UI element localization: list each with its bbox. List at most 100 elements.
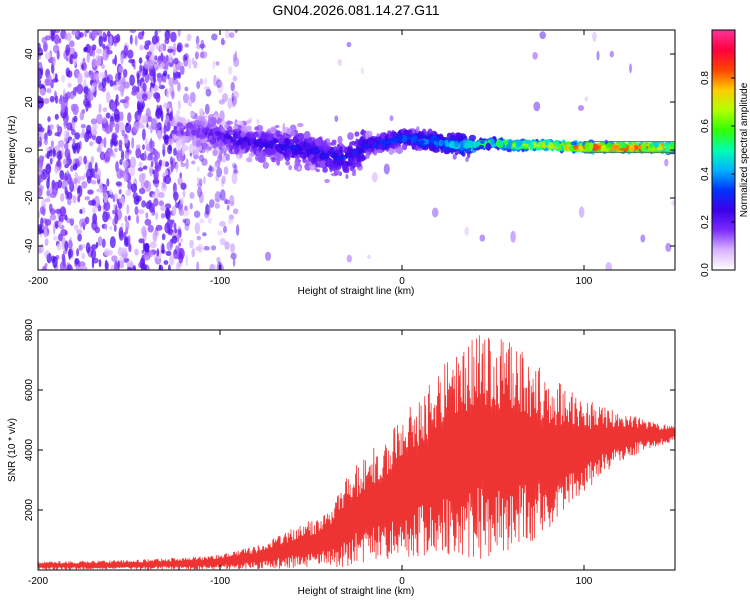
spectrogram-cell xyxy=(232,139,236,147)
spectrogram-cell xyxy=(167,144,173,155)
spectrogram-cell xyxy=(173,147,177,156)
spectrogram-cell xyxy=(605,142,612,150)
spectrogram-cell xyxy=(179,172,182,179)
spectrogram-cell xyxy=(303,151,308,157)
spectrogram-cell xyxy=(178,71,181,79)
spectrogram-cell xyxy=(133,121,139,133)
spectrogram-cell xyxy=(176,141,182,147)
spectrogram-cell xyxy=(171,90,175,100)
spectrogram-cell xyxy=(46,147,50,152)
spectrogram-cell xyxy=(91,128,97,136)
spectrogram-cell xyxy=(111,255,118,262)
spectrogram-cell xyxy=(319,160,326,169)
y-tick-label: 0 xyxy=(24,147,35,153)
spectrogram-cell xyxy=(478,144,485,150)
spectrogram-cell xyxy=(88,45,93,57)
colorbar-frame xyxy=(711,29,736,271)
spectrogram-cell xyxy=(401,134,408,143)
spectrogram-cell xyxy=(59,206,66,217)
spectrogram-cell xyxy=(56,160,61,168)
spectrogram-cell xyxy=(83,155,87,165)
spectrogram-cell xyxy=(298,142,305,147)
spectrogram-cell xyxy=(443,149,450,155)
spectrogram-cell xyxy=(158,264,164,270)
spectrogram-cell xyxy=(155,107,162,119)
spectrogram-cell xyxy=(312,153,320,157)
spectrogram-cell xyxy=(498,140,504,146)
spectrogram-cell xyxy=(71,129,76,136)
spectrogram-cell xyxy=(326,158,332,167)
spectrogram-cell xyxy=(168,77,175,87)
spectrogram-cell xyxy=(90,179,97,185)
spectrogram-cell xyxy=(66,173,72,185)
spectrogram-cell xyxy=(64,240,69,252)
spectrogram-cell xyxy=(656,146,664,151)
spectrogram-cell xyxy=(53,34,60,45)
spectrogram-cell xyxy=(118,246,123,257)
spectrogram-cell xyxy=(536,144,541,148)
spectrogram-cell xyxy=(62,256,66,268)
spectrogram-cell xyxy=(90,118,98,125)
spectrogram-cell xyxy=(276,158,281,166)
spectrogram-cell xyxy=(62,88,66,98)
spectrogram-cell xyxy=(224,139,229,144)
spectrogram-cell xyxy=(156,130,163,139)
spectrogram-cell xyxy=(193,60,198,69)
spectrogram-cell xyxy=(138,238,145,244)
spectrogram-cell xyxy=(57,125,63,135)
spectrogram-cell xyxy=(104,124,112,135)
spectrogram-cell xyxy=(79,209,83,214)
spectrogram-cell xyxy=(196,261,200,270)
spectrogram-cell xyxy=(485,142,492,151)
spectrogram-cell xyxy=(384,139,391,145)
spectrogram-cell xyxy=(129,30,137,34)
spectrogram-cell xyxy=(115,123,120,134)
colorbar-scale xyxy=(712,30,735,270)
spectrogram-cell xyxy=(174,228,178,234)
y-tick-label: 40 xyxy=(24,48,35,60)
spectrogram-cell xyxy=(65,91,72,99)
spectrogram-cell xyxy=(85,242,91,254)
spectrogram-cell xyxy=(172,79,179,85)
spectrogram-cell xyxy=(205,88,212,97)
spectrogram-cell xyxy=(312,156,317,161)
spectrogram-cell xyxy=(285,160,290,166)
spectrogram-cell xyxy=(99,142,105,148)
spectrogram-cell xyxy=(48,149,53,157)
spectrogram-cell xyxy=(107,150,114,157)
spectrogram-cell xyxy=(376,133,380,137)
spectrogram-cell xyxy=(131,90,138,96)
spectrogram-cell xyxy=(127,215,131,221)
spectrogram-cell xyxy=(38,68,43,80)
spectrogram-cell xyxy=(109,236,116,249)
spectrogram-cell xyxy=(90,248,97,260)
spectrogram-cell xyxy=(58,97,63,105)
spectrogram-cell xyxy=(89,31,92,39)
spectrogram-cell xyxy=(199,108,204,115)
spectrogram-cell xyxy=(454,148,459,156)
spectrogram-cell xyxy=(169,254,175,266)
spectrogram-cell xyxy=(212,60,216,70)
spectrogram-cell xyxy=(142,82,147,93)
spectrogram-cell xyxy=(416,126,420,133)
spectrogram-cell xyxy=(175,162,179,173)
spectrogram-cell xyxy=(227,129,233,133)
spectrogram-cell xyxy=(40,217,44,229)
spectrogram-cell xyxy=(199,134,207,139)
spectrogram-cell xyxy=(111,134,117,140)
spectrogram-cell xyxy=(81,128,85,136)
spectrogram-cell xyxy=(77,233,82,242)
spectrogram-cell xyxy=(38,47,44,57)
spectrogram-cell xyxy=(665,242,672,252)
spectrogram-cell xyxy=(144,218,152,226)
spectrogram-cell xyxy=(109,226,112,231)
spectrogram-cell xyxy=(214,191,222,203)
spectrogram-cell xyxy=(644,147,648,152)
spectrogram-cell xyxy=(110,102,116,112)
spectrogram-cell xyxy=(149,137,153,150)
spectrogram-cell xyxy=(161,233,166,241)
y-tick-label: 8000 xyxy=(24,318,35,341)
spectrogram-cell xyxy=(232,53,237,62)
spectrogram-cell xyxy=(54,165,60,174)
spectrogram-cell xyxy=(89,72,95,80)
